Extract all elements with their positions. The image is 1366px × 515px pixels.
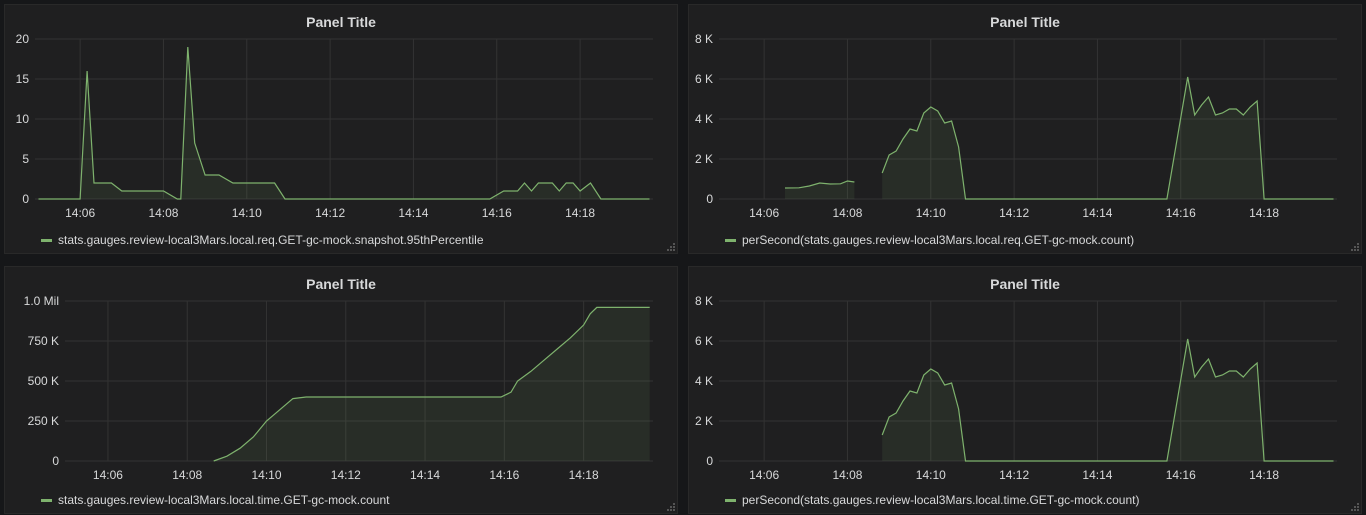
x-tick-label: 14:14 <box>1082 468 1112 482</box>
y-tick-label: 4 K <box>695 374 713 388</box>
x-tick-label: 14:18 <box>569 468 599 482</box>
series-line <box>881 76 1334 200</box>
x-tick-label: 14:14 <box>1082 206 1112 220</box>
series-area <box>882 339 1334 461</box>
x-tick-label: 14:08 <box>148 206 178 220</box>
x-tick-label: 14:18 <box>565 206 595 220</box>
y-tick-label: 2 K <box>695 152 713 166</box>
y-tick-label: 500 K <box>28 374 59 388</box>
y-tick-label: 4 K <box>695 112 713 126</box>
resize-handle-icon[interactable] <box>1349 241 1359 251</box>
panel-title[interactable]: Panel Title <box>306 276 376 292</box>
panel-title[interactable]: Panel Title <box>990 14 1060 30</box>
x-tick-label: 14:16 <box>1166 206 1196 220</box>
x-tick-label: 14:18 <box>1249 206 1279 220</box>
series-line <box>881 338 1334 462</box>
panel-req-per-second[interactable]: Panel Title 0 2 K 4 K 6 K 8 K 14:06 14:08 14:10… <box>688 4 1362 254</box>
series-line <box>38 46 650 200</box>
y-tick-label: 15 <box>16 72 30 86</box>
legend-label[interactable]: stats.gauges.review-local3Mars.local.tim… <box>58 493 390 507</box>
resize-handle-icon[interactable] <box>665 241 675 251</box>
legend-label[interactable]: perSecond(stats.gauges.review-local3Mars… <box>742 233 1135 247</box>
x-tick-label: 14:12 <box>999 206 1029 220</box>
series-line <box>213 306 650 462</box>
x-tick-label: 14:10 <box>232 206 262 220</box>
series-area <box>213 307 650 461</box>
x-tick-label: 14:06 <box>749 468 779 482</box>
x-tick-label: 14:16 <box>489 468 519 482</box>
legend[interactable]: stats.gauges.review-local3Mars.local.tim… <box>41 493 389 507</box>
y-tick-label: 2 K <box>695 414 713 428</box>
y-tick-label: 8 K <box>695 294 713 308</box>
x-tick-label: 14:14 <box>410 468 440 482</box>
x-tick-label: 14:08 <box>832 206 862 220</box>
x-tick-label: 14:12 <box>999 468 1029 482</box>
x-tick-label: 14:06 <box>93 468 123 482</box>
panel-time-count[interactable]: Panel Title 0 250 K 500 K 750 K 1.0 Mil 14:06… <box>4 266 678 514</box>
panel-title[interactable]: Panel Title <box>990 276 1060 292</box>
legend[interactable]: stats.gauges.review-local3Mars.local.req… <box>41 233 484 247</box>
legend-swatch <box>725 238 736 242</box>
y-tick-label: 1.0 Mil <box>24 294 59 308</box>
y-tick-label: 10 <box>16 112 30 126</box>
panel-title[interactable]: Panel Title <box>306 14 376 30</box>
chart-plot-area: 0 2 K 4 K 6 K 8 K 14:06 14:08 14:10 14:12 14:14 14… <box>695 294 1337 482</box>
y-tick-label: 5 <box>22 152 29 166</box>
x-tick-label: 14:08 <box>832 468 862 482</box>
panel-time-per-second[interactable]: Panel Title 0 2 K 4 K 6 K 8 K 14:06 14:08 14:10… <box>688 266 1362 514</box>
x-tick-label: 14:16 <box>482 206 512 220</box>
x-tick-label: 14:06 <box>749 206 779 220</box>
legend-label[interactable]: perSecond(stats.gauges.review-local3Mars… <box>742 493 1140 507</box>
series-line <box>784 180 855 189</box>
x-tick-label: 14:12 <box>331 468 361 482</box>
series-area <box>785 181 855 199</box>
chart-plot-area: 0 5 10 15 20 14:06 14:08 14:10 14:12 14:14 14:16 14… <box>16 32 653 220</box>
legend-swatch <box>41 238 52 242</box>
chart-plot-area: 0 250 K 500 K 750 K 1.0 Mil 14:06 14:08 14:10 14… <box>24 294 653 482</box>
chart-plot-area: 0 2 K 4 K 6 K 8 K 14:06 14:08 14:10 14:12 14:14 14… <box>695 32 1337 220</box>
x-tick-label: 14:12 <box>315 206 345 220</box>
resize-handle-icon[interactable] <box>665 501 675 511</box>
legend-swatch <box>725 498 736 502</box>
y-tick-label: 0 <box>22 192 29 206</box>
x-tick-label: 14:06 <box>65 206 95 220</box>
y-tick-label: 20 <box>16 32 30 46</box>
y-tick-label: 250 K <box>28 414 59 428</box>
y-tick-label: 0 <box>706 454 713 468</box>
series-area <box>38 47 650 199</box>
y-tick-label: 8 K <box>695 32 713 46</box>
x-tick-label: 14:10 <box>916 206 946 220</box>
x-tick-label: 14:10 <box>251 468 281 482</box>
x-tick-label: 14:10 <box>916 468 946 482</box>
y-tick-label: 0 <box>52 454 59 468</box>
x-tick-label: 14:08 <box>172 468 202 482</box>
resize-handle-icon[interactable] <box>1349 501 1359 511</box>
y-tick-label: 6 K <box>695 72 713 86</box>
legend-label[interactable]: stats.gauges.review-local3Mars.local.req… <box>58 233 484 247</box>
y-tick-label: 6 K <box>695 334 713 348</box>
panel-req-95th-percentile[interactable]: Panel Title 0 5 10 15 20 14:06 14:08 14:10 14:12… <box>4 4 678 254</box>
series-area <box>882 77 1334 199</box>
y-tick-label: 750 K <box>28 334 59 348</box>
y-tick-label: 0 <box>706 192 713 206</box>
x-tick-label: 14:14 <box>398 206 428 220</box>
legend[interactable]: perSecond(stats.gauges.review-local3Mars… <box>725 493 1140 507</box>
x-tick-label: 14:18 <box>1249 468 1279 482</box>
legend-swatch <box>41 498 52 502</box>
x-tick-label: 14:16 <box>1166 468 1196 482</box>
legend[interactable]: perSecond(stats.gauges.review-local3Mars… <box>725 233 1134 247</box>
